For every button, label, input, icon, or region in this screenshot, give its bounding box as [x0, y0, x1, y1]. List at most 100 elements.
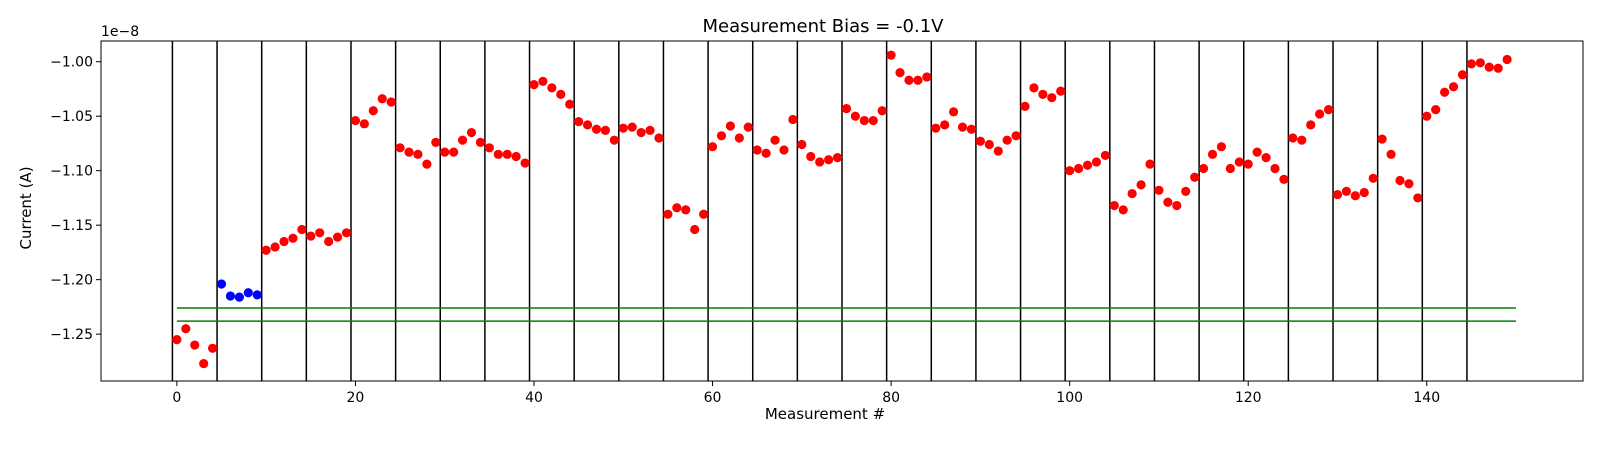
- chart-title: Measurement Bias = -0.1V: [702, 16, 944, 37]
- data-point: [350, 115, 361, 126]
- data-point: [1475, 58, 1485, 68]
- data-point: [904, 75, 914, 85]
- data-point: [1270, 163, 1280, 174]
- y-axis-label: Current (A): [17, 166, 35, 249]
- data-point: [699, 209, 709, 219]
- data-point: [207, 343, 218, 353]
- data-point: [1332, 190, 1343, 200]
- data-point: [431, 137, 441, 147]
- data-point: [627, 122, 637, 132]
- data-point: [922, 72, 932, 82]
- data-point: [1368, 173, 1378, 183]
- data-point: [868, 115, 878, 126]
- data-point: [1252, 147, 1262, 157]
- data-point: [734, 133, 744, 143]
- data-point: [484, 143, 494, 153]
- data-point: [306, 231, 316, 241]
- data-point: [1457, 70, 1468, 80]
- x-tick-label: 0: [172, 390, 181, 406]
- data-point: [1100, 150, 1110, 161]
- data-point: [502, 149, 512, 159]
- data-point: [1109, 200, 1119, 211]
- data-point: [395, 143, 405, 153]
- data-point: [1207, 149, 1218, 159]
- data-point: [1056, 86, 1066, 96]
- data-point: [1065, 166, 1075, 176]
- data-point: [707, 142, 718, 152]
- data-point: [440, 147, 450, 157]
- data-point: [1225, 163, 1235, 174]
- data-point: [404, 147, 414, 157]
- data-point: [841, 103, 852, 114]
- y-tick-label: −1.15: [50, 218, 93, 234]
- x-tick-label: 100: [1056, 390, 1083, 406]
- data-point: [1073, 163, 1084, 174]
- plot-area: [100, 40, 1584, 382]
- data-point: [1306, 120, 1316, 130]
- data-point: [824, 155, 834, 165]
- data-point: [270, 242, 280, 252]
- data-point: [315, 228, 325, 238]
- data-points: [172, 50, 1512, 369]
- threshold-lines: [176, 307, 1517, 322]
- data-point: [234, 292, 244, 302]
- data-point: [690, 224, 700, 235]
- data-point: [966, 124, 977, 134]
- data-point: [877, 106, 887, 116]
- data-point: [225, 291, 236, 301]
- data-point: [341, 228, 352, 238]
- data-point: [1181, 186, 1191, 196]
- data-point: [199, 358, 209, 369]
- data-point: [574, 117, 584, 127]
- y-tick-label: −1.20: [50, 273, 93, 289]
- data-point: [618, 123, 628, 133]
- data-point: [1359, 187, 1369, 198]
- vertical-separators: [171, 41, 1468, 381]
- data-point: [832, 153, 843, 163]
- data-point: [1431, 105, 1441, 115]
- data-point: [1440, 87, 1450, 97]
- data-point: [1002, 135, 1012, 145]
- data-point: [466, 127, 477, 138]
- y-tick-label: −1.25: [50, 327, 93, 343]
- data-point: [1038, 89, 1048, 99]
- data-point: [1011, 131, 1021, 141]
- data-point: [895, 68, 905, 78]
- data-point: [957, 122, 968, 132]
- data-point: [1350, 191, 1360, 201]
- data-point: [654, 133, 664, 143]
- data-point: [591, 124, 602, 134]
- y-tick-label: −1.00: [50, 55, 93, 71]
- x-tick-label: 20: [347, 390, 365, 406]
- data-point: [493, 149, 503, 159]
- data-point: [1172, 200, 1182, 211]
- data-point: [725, 121, 736, 131]
- data-point: [1413, 193, 1423, 203]
- data-point: [1145, 159, 1155, 169]
- data-point: [324, 236, 334, 247]
- data-point: [297, 224, 307, 235]
- x-axis-label: Measurement #: [765, 405, 885, 423]
- x-tick-label: 40: [525, 390, 543, 406]
- data-point: [181, 324, 191, 334]
- data-point: [1190, 172, 1200, 182]
- data-point: [1118, 205, 1128, 215]
- x-tick-label: 140: [1413, 390, 1440, 406]
- data-point: [1404, 179, 1414, 189]
- data-point: [582, 120, 593, 130]
- data-point: [779, 145, 789, 155]
- data-point: [886, 50, 896, 60]
- data-point: [797, 139, 807, 150]
- data-point: [332, 232, 343, 242]
- data-point: [457, 135, 468, 145]
- y-tick-label: −1.10: [50, 164, 93, 180]
- data-point: [1047, 93, 1057, 103]
- data-point: [1422, 111, 1432, 121]
- data-point: [511, 151, 521, 162]
- data-point: [1386, 149, 1396, 159]
- data-point: [190, 340, 200, 350]
- data-point: [1234, 157, 1244, 167]
- data-point: [413, 149, 423, 159]
- y-axis-ticks: −1.25 −1.20 −1.15 −1.10 −1.05 −1.00: [50, 55, 101, 343]
